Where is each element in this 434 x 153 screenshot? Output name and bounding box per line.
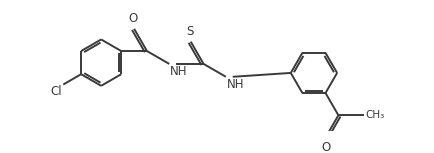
Text: O: O bbox=[321, 141, 330, 153]
Text: O: O bbox=[128, 12, 138, 25]
Text: NH: NH bbox=[170, 65, 187, 78]
Text: Cl: Cl bbox=[50, 85, 62, 98]
Text: CH₃: CH₃ bbox=[365, 110, 384, 120]
Text: NH: NH bbox=[227, 78, 244, 91]
Text: S: S bbox=[186, 25, 194, 38]
